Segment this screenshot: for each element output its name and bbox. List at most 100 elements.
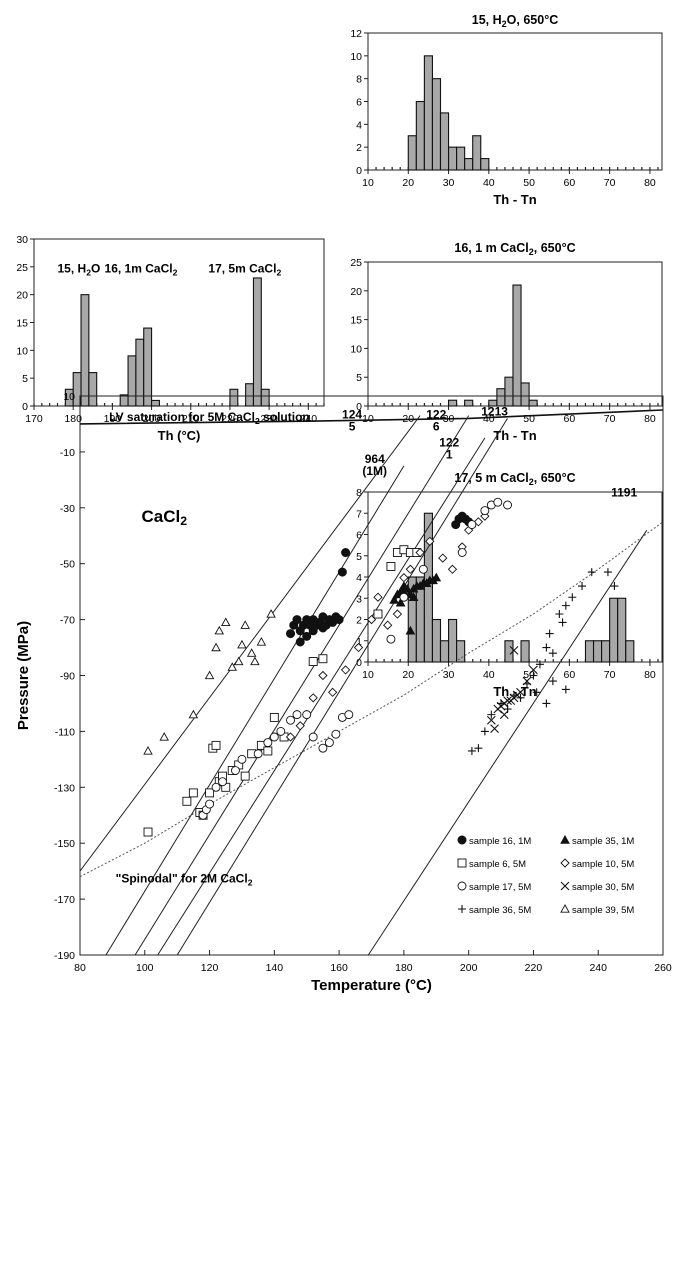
histogram-bar bbox=[229, 388, 239, 407]
histogram-bar bbox=[423, 55, 433, 171]
data-point bbox=[535, 660, 544, 669]
y-tick-label: 20 bbox=[350, 286, 362, 298]
x-tick-label: 80 bbox=[644, 669, 656, 681]
histogram-bar bbox=[447, 618, 458, 663]
y-tick-label: -10 bbox=[60, 447, 75, 459]
lv-saturation-label: LV saturation for 5M CaCl2 solution bbox=[109, 410, 310, 426]
data-point bbox=[473, 517, 484, 527]
x-tick-label: 220 bbox=[525, 962, 543, 974]
series-label: 16, 1m CaCl2 bbox=[105, 261, 178, 277]
data-point bbox=[237, 754, 247, 764]
data-point bbox=[334, 615, 344, 625]
data-point bbox=[610, 582, 619, 591]
x-tick-label: 70 bbox=[604, 177, 616, 189]
y-tick-label: -130 bbox=[54, 782, 75, 794]
plot-lines bbox=[80, 409, 663, 955]
y-tick-label: 0 bbox=[22, 401, 28, 413]
data-point bbox=[383, 620, 393, 630]
data-point bbox=[286, 629, 296, 639]
data-point bbox=[253, 749, 263, 759]
data-point bbox=[276, 726, 286, 736]
data-point bbox=[341, 548, 351, 558]
series-label: 15, H2O bbox=[58, 261, 101, 277]
y-tick-label: 25 bbox=[16, 262, 28, 274]
panel-title: 15, H2O, 650°C bbox=[472, 13, 558, 29]
data-point bbox=[143, 746, 153, 755]
data-point bbox=[399, 592, 409, 602]
data-point bbox=[418, 564, 428, 574]
isochore-line bbox=[176, 418, 508, 955]
data-point bbox=[447, 564, 458, 574]
x-tick-label: 70 bbox=[604, 669, 616, 681]
histogram-bar bbox=[625, 640, 635, 663]
data-point bbox=[240, 620, 250, 629]
data-point bbox=[503, 500, 512, 510]
data-point bbox=[188, 788, 198, 798]
data-points bbox=[143, 497, 619, 837]
histogram-bar bbox=[415, 100, 425, 171]
data-point bbox=[497, 699, 506, 708]
data-point bbox=[438, 553, 448, 563]
isochore-label: 6 bbox=[433, 419, 440, 433]
histogram-bar bbox=[504, 640, 514, 663]
y-tick-label: 5 bbox=[356, 551, 362, 563]
data-point bbox=[308, 657, 318, 666]
data-point bbox=[568, 593, 577, 602]
data-point bbox=[285, 732, 296, 742]
data-point bbox=[399, 581, 409, 590]
y-tick-label: 0 bbox=[356, 401, 362, 413]
lv-saturation-label-part-3: solution bbox=[260, 410, 310, 424]
histogram-bar bbox=[496, 388, 506, 407]
data-point bbox=[302, 710, 312, 720]
histogram-bar bbox=[592, 640, 603, 663]
y-tick-label: 2 bbox=[356, 615, 362, 627]
series-label-part-1: 15, H bbox=[58, 261, 87, 275]
x-tick-label: 190 bbox=[104, 413, 122, 425]
data-point bbox=[211, 642, 221, 652]
data-point bbox=[560, 881, 570, 891]
system-label: CaCl2 bbox=[142, 507, 188, 528]
histogram-bar bbox=[252, 277, 262, 407]
series-points bbox=[143, 545, 422, 837]
data-point bbox=[204, 670, 215, 680]
spinodal-label-subscript: 2 bbox=[248, 877, 253, 887]
panel-title-part-3: , 650°C bbox=[534, 241, 576, 255]
data-point bbox=[269, 732, 279, 742]
histogram-bar bbox=[504, 376, 514, 407]
series-label: 17, 5m CaCl2 bbox=[208, 261, 281, 277]
x-tick-label: 170 bbox=[25, 413, 43, 425]
data-point bbox=[405, 625, 416, 635]
isochore-line bbox=[80, 415, 421, 872]
panel-title-subscript: 2 bbox=[529, 477, 534, 487]
y-tick-label: 25 bbox=[350, 257, 362, 269]
x-tick-label: 30 bbox=[443, 669, 455, 681]
panel-title-subscript: 2 bbox=[502, 19, 507, 29]
panel-title: 17, 5 m CaCl2, 650°C bbox=[454, 471, 575, 487]
data-point bbox=[227, 662, 237, 671]
system-label-subscript: 2 bbox=[180, 514, 187, 528]
y-tick-label: -110 bbox=[55, 726, 75, 738]
series-label-part-1: 17, 5m CaCl bbox=[208, 261, 276, 275]
data-point bbox=[395, 597, 406, 607]
y-tick-label: 10 bbox=[350, 51, 362, 63]
isochore-label: 1213 bbox=[481, 405, 508, 419]
histogram-bar bbox=[480, 158, 490, 171]
data-point bbox=[205, 799, 215, 809]
data-point bbox=[318, 670, 328, 681]
data-point bbox=[425, 536, 435, 546]
data-point bbox=[415, 547, 425, 558]
histogram-bar bbox=[245, 383, 255, 407]
y-tick-label: -50 bbox=[60, 559, 75, 571]
x-tick-label: 60 bbox=[564, 177, 576, 189]
data-point bbox=[503, 705, 512, 714]
data-point bbox=[408, 592, 419, 601]
histogram-bar bbox=[143, 327, 153, 407]
isochore-label: 5 bbox=[349, 419, 356, 433]
x-axis-label: Th - Tn bbox=[493, 684, 536, 699]
y-tick-label: 0 bbox=[356, 657, 362, 669]
data-point bbox=[263, 738, 273, 748]
legend-label: sample 10, 5M bbox=[572, 859, 634, 870]
panel-title-part-1: 16, 1 m CaCl bbox=[454, 241, 528, 255]
data-point bbox=[366, 614, 377, 625]
x-tick-label: 40 bbox=[483, 177, 495, 189]
